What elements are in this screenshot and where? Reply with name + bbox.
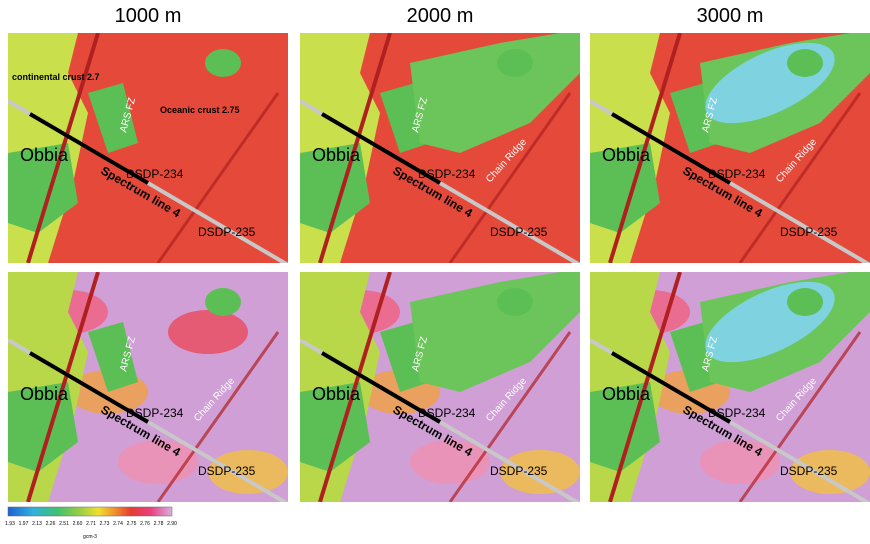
site-label: DSDP-235	[780, 464, 838, 478]
colorbar-tick: 2.78	[154, 521, 164, 527]
site-label: DSDP-234	[708, 167, 766, 181]
place-label: Obbia	[20, 145, 69, 165]
site-label: DSDP-235	[780, 225, 838, 239]
place-label: Obbia	[602, 384, 651, 404]
place-label: Obbia	[20, 384, 69, 404]
colorbar-unit: gcm-3	[83, 534, 97, 540]
site-label: DSDP-235	[490, 225, 548, 239]
site-label: DSDP-235	[198, 225, 256, 239]
colorbar-tick: 2.75	[127, 521, 137, 527]
colorbar-tick: 2.13	[32, 521, 42, 527]
place-label: Obbia	[312, 145, 361, 165]
zone-label: Oceanic crust 2.75	[160, 105, 240, 115]
colorbar-tick: 2.71	[86, 521, 96, 527]
site-label: DSDP-234	[418, 167, 476, 181]
site-label: DSDP-234	[126, 167, 184, 181]
colorbar	[8, 507, 172, 516]
column-title: 3000 m	[697, 5, 764, 27]
colorbar-tick: 2.90	[167, 521, 177, 527]
green-patch	[787, 49, 823, 77]
green-patch	[497, 288, 533, 316]
site-label: DSDP-235	[198, 464, 256, 478]
colorbar-tick: 2.51	[59, 521, 69, 527]
anomaly	[168, 310, 248, 354]
green-patch	[497, 49, 533, 77]
colorbar-tick: 2.73	[100, 521, 110, 527]
figure: 1000 m2000 m3000 mObbiaSpectrum line 4DS…	[0, 0, 870, 544]
column-title: 1000 m	[115, 5, 182, 27]
colorbar-tick: 2.76	[140, 521, 150, 527]
green-patch	[787, 288, 823, 316]
colorbar-tick: 1.97	[19, 521, 29, 527]
site-label: DSDP-234	[418, 406, 476, 420]
site-label: DSDP-234	[708, 406, 766, 420]
colorbar-tick: 2.26	[46, 521, 56, 527]
colorbar-tick: 2.74	[113, 521, 123, 527]
place-label: Obbia	[602, 145, 651, 165]
site-label: DSDP-234	[126, 406, 184, 420]
green-patch	[205, 49, 241, 77]
colorbar-tick: 1.93	[5, 521, 15, 527]
green-patch	[205, 288, 241, 316]
column-title: 2000 m	[407, 5, 474, 27]
colorbar-tick: 2.60	[73, 521, 83, 527]
zone-label: continental crust 2.7	[12, 72, 100, 82]
place-label: Obbia	[312, 384, 361, 404]
site-label: DSDP-235	[490, 464, 548, 478]
